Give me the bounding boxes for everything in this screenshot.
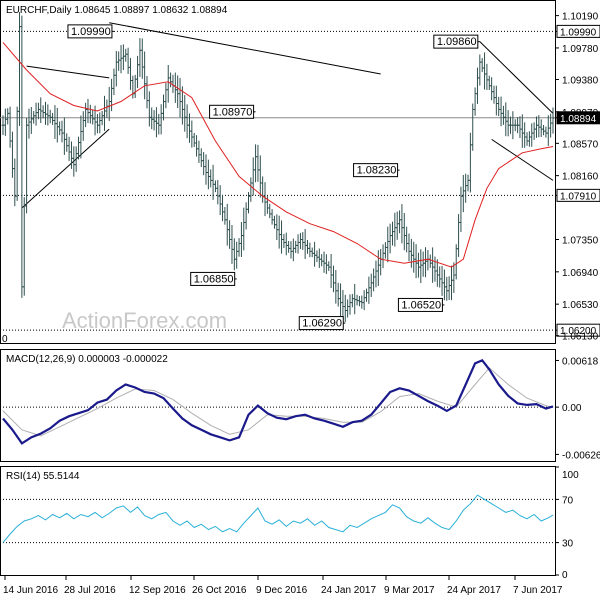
price-y-tick-label: 1.08894 xyxy=(560,114,597,125)
macd-panel: MACD(12,26,9) 0.000003 -0.000022 0.00618… xyxy=(0,349,600,462)
x-tick-label: 7 Jun 2017 xyxy=(513,585,563,596)
trendline xyxy=(109,22,381,75)
price-level-box xyxy=(556,323,600,337)
price-y-tick-label: 1.06530 xyxy=(562,300,599,311)
price-y-axis: 1.101901.099901.097801.093801.089701.088… xyxy=(555,12,600,343)
price-level-box xyxy=(556,111,600,125)
price-annotations: 1.09990 1.08970 1.06850 1.06290 1.08230 1.065… xyxy=(67,24,480,331)
trendline xyxy=(491,138,554,181)
rsi-line xyxy=(2,494,554,543)
x-tick-label: 28 Jul 2016 xyxy=(64,585,116,596)
rsi-levels xyxy=(0,498,555,544)
rsi-y-tick-label: 70 xyxy=(562,495,574,506)
macd-y-axis: 0.00618 0.00 -0.00626 xyxy=(555,356,600,461)
rsi-y-axis: 100 70 30 0 xyxy=(555,466,579,581)
trendline xyxy=(479,41,554,114)
price-y-tick-label: 1.06200 xyxy=(560,326,597,337)
x-tick-label: 26 Oct 2016 xyxy=(192,585,247,596)
price-y-tick-label: 1.10190 xyxy=(562,12,599,23)
price-y-tick-label: 1.06940 xyxy=(562,268,599,279)
x-tick-label: 9 Mar 2017 xyxy=(384,585,435,596)
price-level-box xyxy=(556,188,600,202)
price-bars xyxy=(1,12,555,323)
price-y-tick-label: 1.09380 xyxy=(562,75,599,86)
annotation-box xyxy=(190,271,236,286)
annotation-label: 1.06290 xyxy=(302,318,342,330)
annotation-box xyxy=(433,34,479,49)
price-level-box xyxy=(556,24,600,38)
annotation-box xyxy=(397,297,443,312)
annotation-label: 1.08970 xyxy=(213,106,253,118)
price-y-tick-label: 1.08570 xyxy=(562,139,599,150)
macd-y-tick-label: 0.00 xyxy=(562,403,582,414)
x-tick-label: 9 Dec 2016 xyxy=(256,585,308,596)
price-y-tick-label: 1.07350 xyxy=(562,236,599,247)
annotation-label: 1.06850 xyxy=(194,273,234,285)
x-axis: 14 Jun 2016 28 Jul 2016 12 Sep 2016 26 Oct … xyxy=(3,575,563,596)
macd-panel-border xyxy=(0,349,556,462)
annotation-label: 1.06520 xyxy=(401,299,441,311)
price-header: EURCHF,Daily 1.08645 1.08897 1.08632 1.0… xyxy=(6,5,228,16)
x-tick-label: 14 Jun 2016 xyxy=(3,585,58,596)
x-tick-label: 12 Sep 2016 xyxy=(129,585,186,596)
price-y-tick-label: 1.08160 xyxy=(562,172,599,183)
annotation-box xyxy=(353,163,399,178)
x-tick-label: 24 Apr 2017 xyxy=(447,585,501,596)
price-y-tick-label: 1.09990 xyxy=(560,27,597,38)
price-y-tick-label: 1.06130 xyxy=(562,332,599,343)
x-tick-label: 24 Jan 2017 xyxy=(321,585,376,596)
rsi-y-tick-label: 0 xyxy=(562,570,568,581)
annotation-box xyxy=(209,104,255,119)
rsi-y-tick-label: 100 xyxy=(562,470,579,481)
rsi-y-tick-label: 30 xyxy=(562,539,574,550)
annotation-label: 1.08230 xyxy=(357,165,397,177)
macd-y-tick-label: 0.00618 xyxy=(562,356,599,367)
annotation-box xyxy=(298,316,344,331)
annotation-label: 1.09860 xyxy=(437,36,477,48)
annotation-box xyxy=(67,24,113,39)
price-trendlines xyxy=(21,22,554,209)
price-y-tick-label: 1.07910 xyxy=(560,191,597,202)
trendline xyxy=(21,128,110,209)
rsi-title: RSI(14) 55.5144 xyxy=(6,471,80,482)
price-levels xyxy=(0,30,555,331)
price-y-tick-label: 1.09780 xyxy=(562,44,599,55)
rsi-panel: RSI(14) 55.5144 100 70 30 0 xyxy=(0,466,579,581)
macd-main-line xyxy=(2,358,554,445)
watermark: ActionForex.com xyxy=(62,308,227,333)
annotation-label: 1.09990 xyxy=(71,26,111,38)
left-edge-label: 0 xyxy=(2,334,8,345)
macd-signal-line xyxy=(2,367,554,437)
trendline xyxy=(26,65,110,79)
price-panel: EURCHF,Daily 1.08645 1.08897 1.08632 1.0… xyxy=(0,0,600,345)
macd-y-tick-label: -0.00626 xyxy=(562,450,600,461)
moving-average-line xyxy=(2,42,554,268)
macd-title: MACD(12,26,9) 0.000003 -0.000022 xyxy=(6,354,168,365)
price-panel-border xyxy=(0,0,556,344)
rsi-panel-border xyxy=(0,466,556,576)
